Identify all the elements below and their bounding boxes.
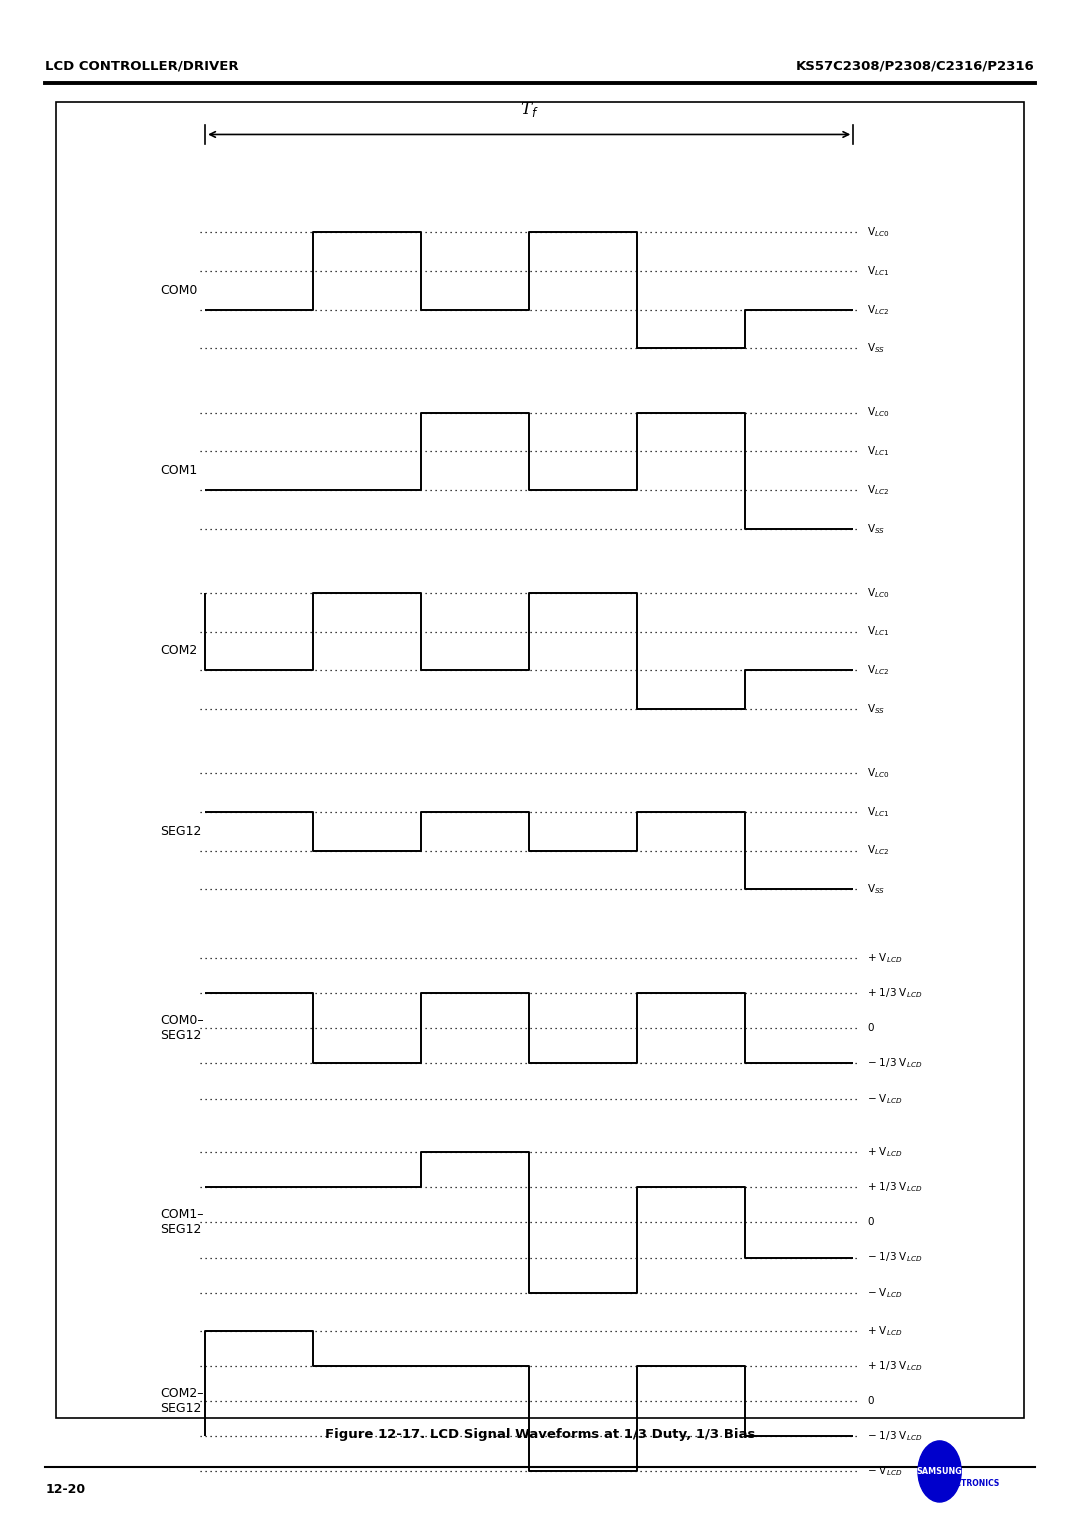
Text: − V$_{LCD}$: − V$_{LCD}$ [867,1285,903,1300]
Text: COM0: COM0 [160,284,198,296]
Text: + 1/3 V$_{LCD}$: + 1/3 V$_{LCD}$ [867,986,922,1001]
Text: − 1/3 V$_{LCD}$: − 1/3 V$_{LCD}$ [867,1429,922,1444]
Text: KS57C2308/P2308/C2316/P2316: KS57C2308/P2308/C2316/P2316 [796,60,1035,72]
Text: V$_{LC0}$: V$_{LC0}$ [867,405,890,420]
Circle shape [918,1441,961,1502]
Text: V$_{LC1}$: V$_{LC1}$ [867,625,890,639]
Text: 0: 0 [867,1218,874,1227]
Text: V$_{LC2}$: V$_{LC2}$ [867,483,890,497]
Text: V$_{LC0}$: V$_{LC0}$ [867,225,890,240]
Text: + V$_{LCD}$: + V$_{LCD}$ [867,1323,903,1339]
Text: LCD CONTROLLER/DRIVER: LCD CONTROLLER/DRIVER [45,60,239,72]
Text: V$_{SS}$: V$_{SS}$ [867,701,886,717]
Text: COM1–
SEG12: COM1– SEG12 [160,1209,203,1236]
Text: + V$_{LCD}$: + V$_{LCD}$ [867,950,903,966]
Text: − V$_{LCD}$: − V$_{LCD}$ [867,1091,903,1106]
Text: Figure 12-17. LCD Signal Waveforms at 1/3 Duty, 1/3 Bias: Figure 12-17. LCD Signal Waveforms at 1/… [325,1429,755,1441]
Text: − 1/3 V$_{LCD}$: − 1/3 V$_{LCD}$ [867,1056,922,1071]
Text: COM0–
SEG12: COM0– SEG12 [160,1015,203,1042]
Text: V$_{LC2}$: V$_{LC2}$ [867,843,890,857]
Text: V$_{LC0}$: V$_{LC0}$ [867,585,890,601]
Text: T$_f$: T$_f$ [519,101,539,119]
Text: V$_{LC2}$: V$_{LC2}$ [867,303,890,316]
Text: V$_{SS}$: V$_{SS}$ [867,882,886,897]
Text: V$_{SS}$: V$_{SS}$ [867,341,886,356]
Text: COM2–
SEG12: COM2– SEG12 [160,1387,203,1415]
Text: 0: 0 [867,1397,874,1406]
Text: COM1: COM1 [160,465,197,477]
Text: V$_{LC2}$: V$_{LC2}$ [867,663,890,677]
Text: V$_{LC0}$: V$_{LC0}$ [867,766,890,781]
Text: ELECTRONICS: ELECTRONICS [941,1479,999,1488]
Text: − V$_{LCD}$: − V$_{LCD}$ [867,1464,903,1479]
Text: + 1/3 V$_{LCD}$: + 1/3 V$_{LCD}$ [867,1180,922,1195]
Text: 0: 0 [867,1024,874,1033]
FancyBboxPatch shape [56,102,1024,1418]
Text: + 1/3 V$_{LCD}$: + 1/3 V$_{LCD}$ [867,1358,922,1374]
Text: + V$_{LCD}$: + V$_{LCD}$ [867,1144,903,1160]
Text: SAMSUNG: SAMSUNG [917,1467,962,1476]
Text: V$_{LC1}$: V$_{LC1}$ [867,264,890,278]
Text: 12-20: 12-20 [45,1484,85,1496]
Text: COM2: COM2 [160,645,197,657]
Text: SEG12: SEG12 [160,825,201,837]
Text: V$_{LC1}$: V$_{LC1}$ [867,805,890,819]
Text: V$_{SS}$: V$_{SS}$ [867,521,886,536]
Text: − 1/3 V$_{LCD}$: − 1/3 V$_{LCD}$ [867,1250,922,1265]
Text: V$_{LC1}$: V$_{LC1}$ [867,445,890,458]
